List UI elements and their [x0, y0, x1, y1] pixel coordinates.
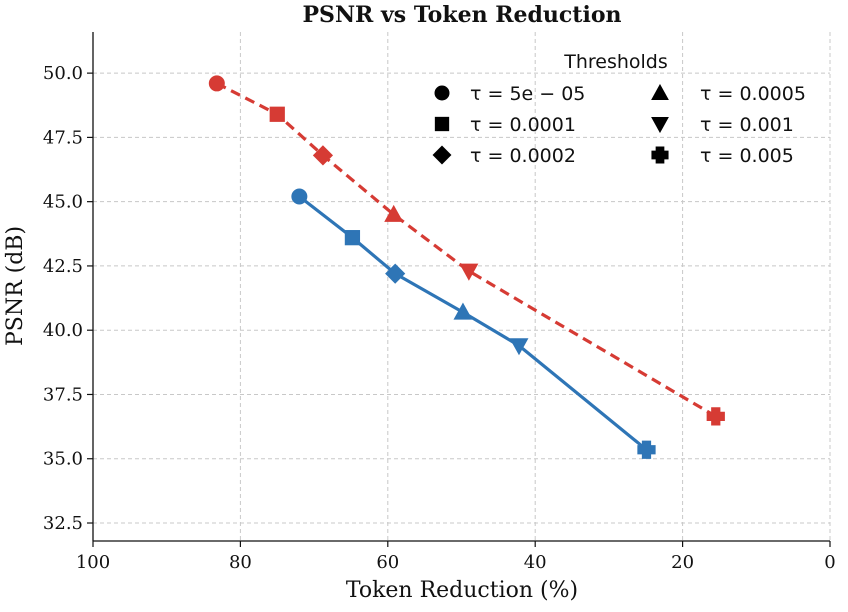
x-tick-label: 20: [671, 552, 694, 573]
legend-label: τ = 0.001: [700, 114, 794, 136]
legend-label: τ = 0.0001: [470, 114, 576, 136]
legend: Thresholds τ = 5e − 05 τ = 0.0005 τ = 0.000…: [432, 51, 806, 167]
legend-label: τ = 0.0005: [700, 83, 806, 105]
y-tick-label: 42.5: [43, 256, 83, 277]
data-point-blue-plus: [637, 440, 656, 459]
series-layer: [208, 75, 725, 459]
y-tick-label: 32.5: [43, 513, 83, 534]
series-blue: [291, 188, 656, 459]
tick-labels: 100 80 60 40 20 0 32.5 35.0 37.5 40.0 42.5 45.0 47.5…: [43, 63, 836, 573]
x-tick-label: 0: [824, 552, 835, 573]
x-tick-label: 40: [524, 552, 547, 573]
tick-marks: [87, 72, 831, 547]
legend-label: τ = 5e − 05: [470, 83, 585, 105]
x-axis-label: Token Reduction (%): [346, 578, 578, 603]
data-point-red-circle: [208, 75, 225, 92]
data-point-red-diamond: [312, 145, 334, 166]
axes-spines: [92, 32, 830, 542]
series-red: [208, 75, 725, 426]
data-point-red-triangle-down: [459, 263, 479, 281]
y-tick-label: 40.0: [43, 320, 83, 341]
grid: [92, 32, 831, 541]
series-line-blue: [298, 195, 648, 451]
data-point-blue-triangle-down: [509, 338, 529, 356]
data-point-red-triangle-up: [384, 204, 404, 222]
legend-marker-triangle-down: [651, 117, 669, 134]
x-tick-label: 60: [376, 552, 399, 573]
data-point-red-plus: [706, 407, 725, 426]
y-tick-label: 45.0: [43, 192, 83, 213]
legend-marker-diamond: [432, 145, 452, 165]
y-tick-label: 50.0: [43, 63, 83, 84]
x-tick-label: 80: [229, 552, 252, 573]
x-tick-label: 100: [76, 552, 110, 573]
legend-label: τ = 0.0002: [470, 145, 576, 167]
y-tick-label: 37.5: [43, 384, 83, 405]
legend-label: τ = 0.005: [700, 145, 794, 167]
legend-marker-triangle-up: [651, 83, 669, 100]
legend-marker-circle: [434, 85, 450, 101]
y-tick-label: 47.5: [43, 127, 83, 148]
data-point-blue-circle: [291, 188, 308, 205]
data-point-blue-triangle-up: [453, 302, 473, 320]
series-line-red: [216, 81, 717, 418]
data-point-blue-diamond: [385, 263, 406, 284]
legend-marker-plus: [651, 146, 669, 164]
y-axis-label: PSNR (dB): [3, 226, 28, 346]
y-tick-label: 35.0: [43, 449, 83, 470]
legend-marker-square: [434, 116, 450, 132]
legend-title: Thresholds: [563, 51, 668, 73]
chart-title: PSNR vs Token Reduction: [303, 2, 622, 28]
data-point-blue-square: [344, 230, 361, 246]
data-point-red-square: [269, 106, 285, 122]
